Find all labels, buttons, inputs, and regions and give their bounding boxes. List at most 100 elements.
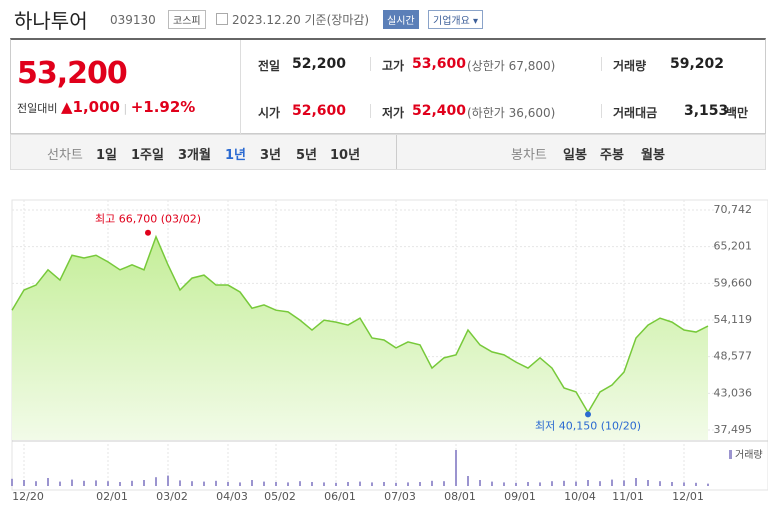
volume-bar	[527, 482, 529, 486]
stat-note: (상한가 67,800)	[467, 59, 556, 73]
volume-bar	[227, 482, 229, 486]
divider	[370, 57, 371, 71]
volume-bar	[275, 482, 277, 486]
volume-bar	[59, 481, 61, 486]
volume-bar	[515, 482, 517, 486]
x-tick-label: 10/04	[564, 490, 596, 503]
volume-bar	[407, 482, 409, 486]
x-tick-label: 07/03	[384, 490, 416, 503]
volume-bar	[467, 476, 469, 486]
stat-label: 저가	[382, 106, 405, 120]
x-tick-label: 08/01	[444, 490, 476, 503]
stat-value: 52,200	[292, 56, 347, 72]
market-badge: 코스피	[168, 10, 206, 29]
volume-bar	[575, 481, 577, 486]
tab-group-label: 선차트	[47, 148, 83, 163]
volume-bar	[215, 480, 217, 486]
change-row: 전일대비 ▲1,000 | +1.92%	[17, 98, 196, 116]
tab[interactable]: 10년	[330, 148, 361, 163]
volume-bar	[287, 482, 289, 486]
volume-bar	[611, 479, 613, 486]
y-tick-label: 65,201	[714, 240, 753, 253]
tab[interactable]: 1년	[225, 148, 247, 163]
y-tick-label: 48,577	[714, 350, 753, 363]
tab[interactable]: 5년	[296, 148, 318, 163]
stat-value: 52,400	[412, 103, 467, 119]
x-tick-label: 12/01	[672, 490, 704, 503]
volume-bar	[179, 480, 181, 486]
volume-bar	[311, 482, 313, 486]
x-tick-label: 06/01	[324, 490, 356, 503]
divider	[396, 135, 397, 169]
change-rate: +1.92%	[130, 98, 196, 116]
x-tick-label: 02/01	[96, 490, 128, 503]
volume-bar	[323, 482, 325, 486]
quote-box: 53,200 전일대비 ▲1,000 | +1.92% 전일 52,200 고가 53…	[10, 38, 766, 134]
volume-bar	[155, 477, 157, 486]
chart-frame	[11, 199, 768, 491]
volume-bar	[419, 482, 421, 486]
stock-code: 039130	[110, 13, 156, 27]
volume-bar	[551, 481, 553, 486]
date: 2023.12.20 기준(장마감)	[232, 13, 370, 27]
tab[interactable]: 3개월	[178, 148, 211, 163]
legend-label: 거래량	[735, 449, 763, 461]
volume-bar	[491, 481, 493, 486]
company-info-button[interactable]: 기업개요 ▾	[428, 10, 484, 29]
tab[interactable]: 일봉	[563, 148, 587, 163]
stat-label: 전일	[258, 59, 281, 73]
volume-bar	[707, 483, 709, 486]
change: ▲1,000	[60, 98, 120, 116]
y-tick-label: 37,495	[714, 423, 753, 436]
divider	[601, 104, 602, 118]
volume-bar	[671, 482, 673, 486]
price: 53,200	[17, 56, 128, 91]
volume-bar	[239, 482, 241, 486]
x-tick-label: 05/02	[264, 490, 296, 503]
stat-value: 53,600	[412, 56, 467, 72]
volume-bar	[71, 479, 73, 486]
y-tick-label: 70,742	[714, 203, 753, 216]
volume-bar	[359, 481, 361, 486]
realtime-badge[interactable]: 실시간	[383, 10, 419, 29]
volume-bar	[191, 481, 193, 486]
volume-bar	[695, 482, 697, 486]
change-label: 전일대비	[17, 102, 58, 115]
stat-value: 3,153	[684, 103, 729, 119]
tab[interactable]: 1주일	[131, 148, 164, 163]
volume-bar	[203, 481, 205, 486]
y-tick-label: 59,660	[714, 276, 753, 289]
volume-bar	[23, 480, 25, 486]
volume-bar	[539, 482, 541, 486]
stat-label: 시가	[258, 106, 281, 120]
stat-label: 거래대금	[613, 106, 658, 120]
volume-bar	[167, 475, 169, 486]
x-tick-label: 11/01	[612, 490, 644, 503]
volume-bar	[335, 482, 337, 486]
tab[interactable]: 3년	[260, 148, 282, 163]
stat-value: 52,600	[292, 103, 347, 119]
tab-group-label: 봉차트	[511, 148, 547, 163]
x-tick-label: 09/01	[504, 490, 536, 503]
volume-bar	[251, 480, 253, 486]
divider	[240, 40, 241, 134]
tab[interactable]: 월봉	[641, 148, 665, 163]
volume-bar	[299, 481, 301, 486]
volume-bar	[431, 480, 433, 486]
volume-bar	[455, 450, 457, 486]
price-area	[12, 236, 708, 440]
volume-bar	[95, 480, 97, 486]
volume-bar	[11, 478, 13, 486]
tab[interactable]: 주봉	[600, 148, 624, 163]
min-marker	[585, 411, 591, 418]
volume-bar	[347, 482, 349, 486]
max-marker	[145, 229, 151, 236]
volume-bar	[371, 482, 373, 486]
volume-bar	[47, 478, 49, 486]
volume-bar	[599, 481, 601, 486]
volume-bar	[35, 481, 37, 486]
x-tick-label: 03/02	[156, 490, 188, 503]
volume-bar	[659, 481, 661, 486]
tab[interactable]: 1일	[96, 148, 118, 163]
